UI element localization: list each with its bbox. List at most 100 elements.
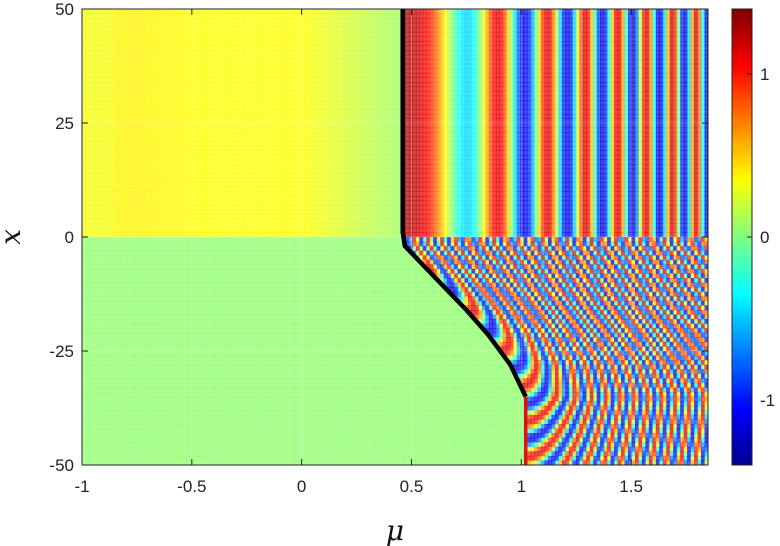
heatmap-cell <box>290 100 295 106</box>
heatmap-cell <box>464 45 469 51</box>
heatmap-cell <box>207 36 212 42</box>
heatmap-cell <box>342 113 347 120</box>
heatmap-cell <box>144 63 149 69</box>
heatmap-cell <box>130 100 135 106</box>
heatmap-cell <box>683 18 688 24</box>
heatmap-cell <box>631 18 636 24</box>
heatmap-cell <box>151 9 156 15</box>
heatmap-cell <box>235 22 240 28</box>
heatmap-cell <box>541 68 546 74</box>
heatmap-cell <box>603 86 608 92</box>
heatmap-cell <box>374 95 379 101</box>
heatmap-cell <box>419 9 424 15</box>
heatmap-cell <box>485 86 490 92</box>
heatmap-cell <box>572 9 577 15</box>
heatmap-cell <box>155 113 160 120</box>
heatmap-cell <box>523 81 528 88</box>
heatmap-cell <box>527 31 532 37</box>
heatmap-cell <box>488 9 493 15</box>
heatmap-cell <box>186 72 191 78</box>
heatmap-cell <box>95 100 100 106</box>
heatmap-cell <box>603 40 608 47</box>
heatmap-cell <box>301 104 306 110</box>
heatmap-cell <box>360 27 365 33</box>
heatmap-cell <box>548 68 553 74</box>
heatmap-cell <box>189 54 194 60</box>
heatmap-cell <box>179 91 184 97</box>
heatmap-cell <box>321 13 327 19</box>
heatmap-cell <box>492 123 497 129</box>
heatmap-cell <box>315 123 320 129</box>
heatmap-cell <box>544 27 549 33</box>
heatmap-cell <box>499 95 504 101</box>
heatmap-cell <box>433 31 438 37</box>
heatmap-cell <box>565 127 570 133</box>
heatmap-cell <box>120 68 125 74</box>
heatmap-cell <box>673 63 678 69</box>
heatmap-cell <box>92 100 97 106</box>
heatmap-cell <box>429 127 434 133</box>
heatmap-cell <box>697 72 702 78</box>
heatmap-cell <box>210 36 215 42</box>
heatmap-cell <box>381 95 386 101</box>
heatmap-cell <box>568 123 573 129</box>
heatmap-cell <box>363 63 368 69</box>
heatmap-cell <box>384 104 389 110</box>
heatmap-cell <box>614 59 619 65</box>
heatmap-cell <box>527 27 532 33</box>
heatmap-cell <box>457 109 462 115</box>
heatmap-cell <box>109 100 114 106</box>
heatmap-cell <box>436 9 441 15</box>
heatmap-cell <box>287 77 292 83</box>
heatmap-cell <box>502 81 507 88</box>
heatmap-cell <box>186 54 191 60</box>
heatmap-cell <box>137 18 142 24</box>
heatmap-cell <box>457 113 462 120</box>
heatmap-cell <box>252 81 257 88</box>
heatmap-cell <box>666 91 671 97</box>
heatmap-cell <box>408 13 413 19</box>
heatmap-cell <box>509 132 514 138</box>
heatmap-cell <box>165 50 170 56</box>
heatmap-cell <box>659 54 664 60</box>
heatmap-cell <box>290 86 295 92</box>
heatmap-cell <box>151 132 156 138</box>
heatmap-cell <box>315 100 320 106</box>
heatmap-cell <box>495 132 500 138</box>
heatmap-cell <box>568 27 573 33</box>
heatmap-cell <box>701 50 706 56</box>
heatmap-cell <box>634 81 640 88</box>
heatmap-cell <box>436 132 441 138</box>
heatmap-cell <box>426 9 431 15</box>
heatmap-cell <box>666 59 671 65</box>
heatmap-cell <box>443 104 448 110</box>
heatmap-cell <box>593 113 598 120</box>
heatmap-cell <box>690 127 695 133</box>
heatmap-cell <box>603 127 608 133</box>
heatmap-cell <box>134 50 139 56</box>
heatmap-cell <box>492 81 497 88</box>
heatmap-cell <box>92 127 97 133</box>
heatmap-cell <box>551 9 556 15</box>
heatmap-cell <box>450 100 455 106</box>
heatmap-cell <box>474 50 480 56</box>
heatmap-cell <box>701 40 706 47</box>
heatmap-cell <box>349 27 354 33</box>
heatmap-cell <box>241 59 247 65</box>
heatmap-cell <box>405 13 410 19</box>
heatmap-cell <box>520 54 525 60</box>
heatmap-cell <box>360 95 365 101</box>
heatmap-cell <box>342 81 347 88</box>
heatmap-cell <box>210 132 215 138</box>
heatmap-cell <box>384 63 389 69</box>
heatmap-cell <box>137 100 142 106</box>
heatmap-cell <box>610 45 615 51</box>
heatmap-cell <box>92 95 97 101</box>
heatmap-cell <box>141 18 146 24</box>
heatmap-cell <box>179 118 184 124</box>
heatmap-cell <box>363 68 368 74</box>
heatmap-cell <box>224 113 229 120</box>
heatmap-cell <box>683 13 688 19</box>
heatmap-cell <box>88 27 94 33</box>
heatmap-cell <box>624 86 629 92</box>
